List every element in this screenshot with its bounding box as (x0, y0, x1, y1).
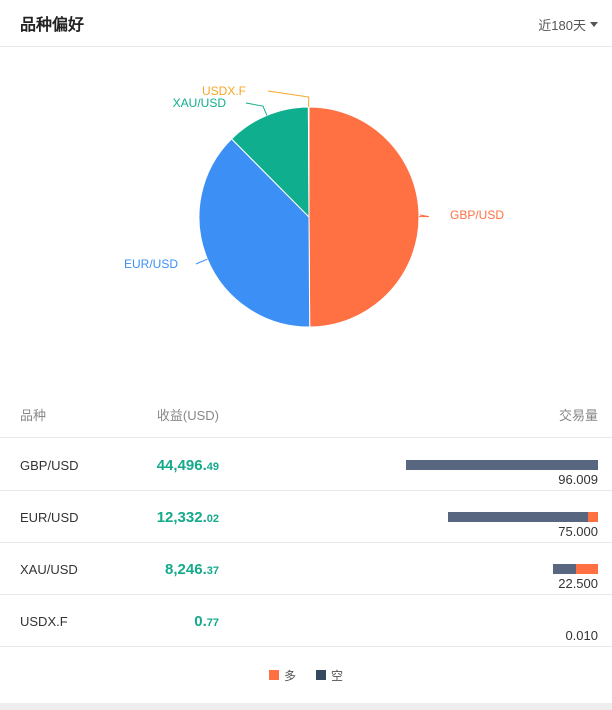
profit-integer: 44,496. (156, 457, 207, 474)
profit-decimal: 02 (206, 513, 219, 525)
table-row[interactable]: GBP/USD 44,496.49 96.009 (0, 439, 612, 491)
volume-bar (553, 564, 598, 574)
table-header: 品种 收益(USD) 交易量 (0, 388, 612, 438)
profit-integer: 0. (194, 613, 207, 630)
row-volume: 96.009 (558, 472, 598, 487)
row-profit: 0.77 (194, 613, 219, 631)
pie-label: XAU/USD (173, 96, 227, 110)
pie-slice-usdxf[interactable] (307, 106, 310, 218)
pie-label: GBP/USD (450, 208, 504, 222)
header-volume: 交易量 (558, 408, 598, 423)
pie-slice-gbpusd[interactable] (308, 106, 420, 328)
table-row[interactable]: EUR/USD 12,332.02 75.000 (0, 491, 612, 543)
row-volume: 75.000 (558, 524, 598, 539)
profit-integer: 8,246. (165, 561, 207, 578)
header: 品种偏好 近180天 (0, 0, 612, 47)
volume-bar (448, 512, 598, 522)
volume-bar (406, 460, 598, 470)
pie-label-line (267, 90, 310, 108)
period-label: 近180天 (538, 18, 586, 33)
row-profit: 8,246.37 (165, 561, 219, 579)
header-profit: 收益(USD) (156, 408, 219, 423)
profit-decimal: 37 (206, 565, 219, 577)
pie-chart: GBP/USD EUR/USD XAU/USD USDX.F (0, 47, 612, 387)
short-segment (448, 512, 588, 522)
legend-short-label: 空 (331, 668, 344, 683)
pie-label-line (195, 258, 208, 265)
row-profit: 12,332.02 (157, 509, 219, 527)
chart-legend: 多 空 (0, 665, 612, 685)
pie-label-line (245, 102, 268, 116)
header-symbol: 品种 (20, 408, 47, 423)
pie-label-line (418, 214, 430, 218)
row-symbol: EUR/USD (20, 510, 79, 525)
row-symbol: XAU/USD (20, 562, 78, 577)
legend-short-swatch (316, 670, 326, 680)
short-segment (553, 564, 576, 574)
legend-long[interactable]: 多 (268, 665, 296, 685)
pie-label: EUR/USD (124, 257, 178, 271)
row-symbol: USDX.F (20, 614, 68, 629)
page-title: 品种偏好 (20, 17, 85, 34)
row-profit: 44,496.49 (157, 457, 219, 475)
legend-short[interactable]: 空 (316, 665, 343, 685)
period-selector[interactable]: 近180天 (538, 15, 598, 34)
profit-decimal: 77 (206, 617, 219, 629)
caret-down-icon (590, 22, 598, 27)
pie-slice-xauusd[interactable] (230, 106, 310, 219)
table-row[interactable]: XAU/USD 8,246.37 22.500 (0, 543, 612, 595)
long-segment (587, 512, 598, 522)
long-segment (575, 564, 598, 574)
pie-label: USDX.F (202, 84, 246, 98)
profit-integer: 12,332. (156, 509, 207, 526)
legend-long-label: 多 (283, 668, 296, 683)
table-row[interactable]: USDX.F 0.77 0.010 (0, 595, 612, 647)
profit-decimal: 49 (206, 461, 219, 473)
row-volume: 0.010 (565, 628, 598, 643)
legend-long-swatch (268, 670, 279, 680)
row-volume: 22.500 (558, 576, 598, 591)
short-segment (406, 460, 598, 470)
footer-divider (0, 703, 612, 710)
row-symbol: GBP/USD (20, 458, 79, 473)
